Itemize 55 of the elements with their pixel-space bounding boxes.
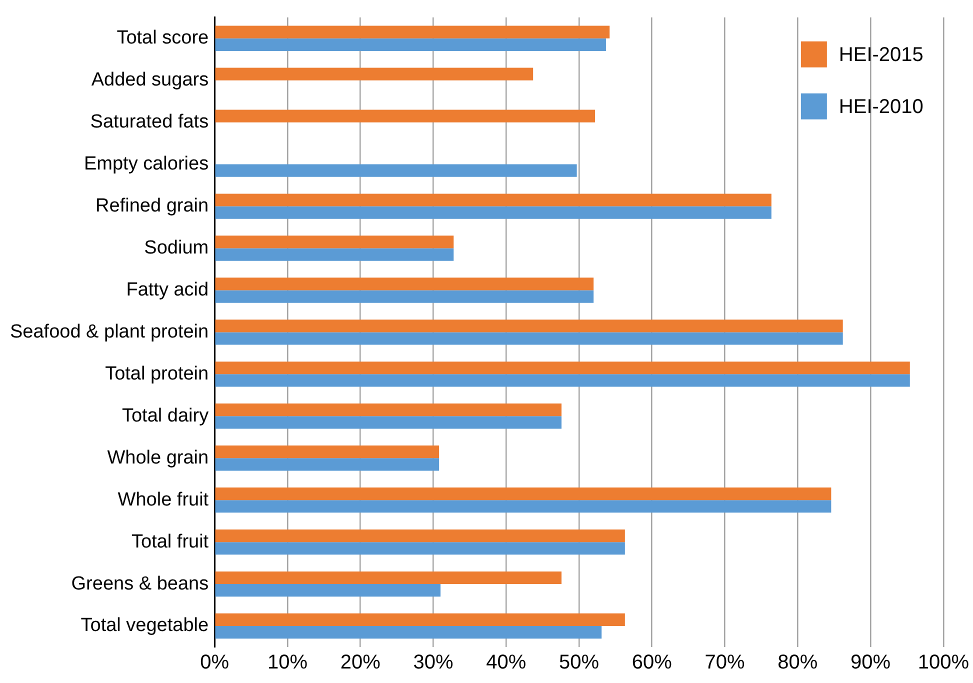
bar [215,374,910,387]
x-tick-label: 90% [850,652,891,674]
bar [215,529,625,542]
bar [215,542,625,555]
bar [215,320,843,332]
bar [215,500,832,513]
bar [215,626,602,639]
y-tick-label: Total score [116,28,209,49]
x-tick-label: 40% [486,652,526,674]
legend-label: HEI-2010 [838,96,924,118]
bar [215,458,440,471]
y-tick-label: Whole grain [107,447,209,468]
y-tick-label: Saturated fats [90,112,209,133]
bar [215,446,440,458]
x-tick-label: 20% [340,652,381,674]
y-tick-label: Greens & beans [71,573,209,594]
bar [215,613,625,626]
bar [215,404,562,416]
bar [215,38,606,51]
bar [215,26,610,38]
x-tick-label: 0% [200,652,230,674]
bar [215,248,454,261]
bar [215,584,441,597]
y-tick-label: Total dairy [122,405,210,426]
y-tick-label: Sodium [144,237,209,258]
bar [215,278,594,290]
bar [215,362,910,374]
y-tick-label: Fatty acid [126,279,209,300]
x-tick-label: 100% [918,652,970,674]
x-tick-label: 30% [413,652,454,674]
bar [215,194,772,206]
y-tick-label: Total fruit [131,531,210,552]
bar [215,164,577,177]
y-tick-label: Total vegetable [80,615,209,636]
bar [215,110,596,122]
y-tick-label: Empty calories [84,154,209,175]
bar [215,68,534,80]
bar [215,290,594,303]
y-tick-label: Added sugars [91,70,209,91]
x-tick-label: 10% [267,652,308,674]
legend-label: HEI-2015 [838,44,924,66]
bar [215,488,832,500]
x-tick-label: 60% [632,652,672,674]
bar [215,571,562,584]
x-tick-label: 70% [704,652,746,674]
y-tick-label: Refined grain [96,196,209,217]
bar [215,236,454,248]
y-tick-label: Seafood & plant protein [10,321,209,342]
x-tick-label: 80% [778,652,818,674]
x-tick-label: 50% [558,652,600,674]
bar [215,206,772,219]
bar [215,332,843,345]
y-tick-label: Total protein [105,363,209,384]
bar [215,416,562,429]
y-tick-label: Whole fruit [118,489,210,510]
